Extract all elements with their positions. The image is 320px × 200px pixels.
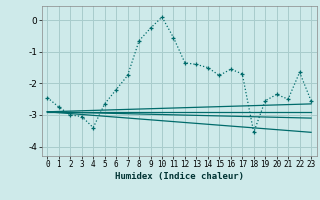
X-axis label: Humidex (Indice chaleur): Humidex (Indice chaleur)	[115, 172, 244, 181]
